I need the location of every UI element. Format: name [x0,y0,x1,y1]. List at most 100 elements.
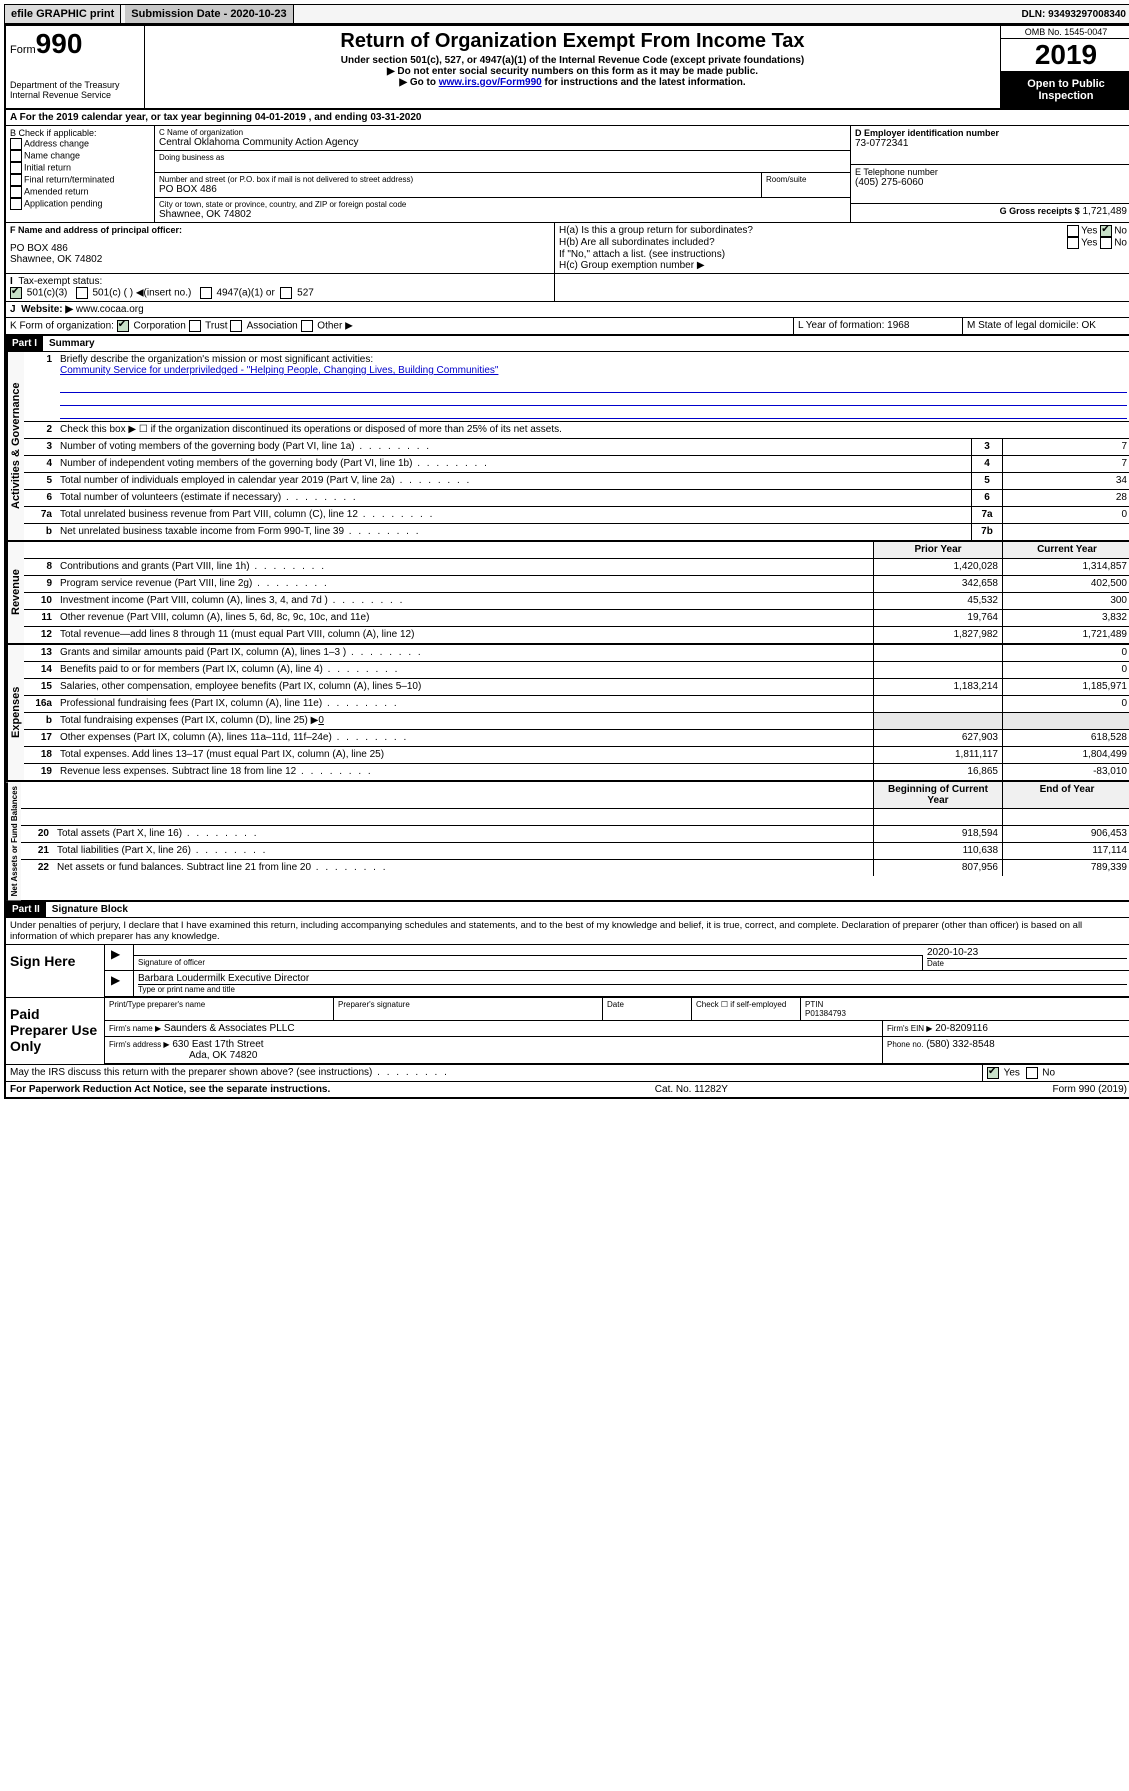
check-association[interactable] [230,320,242,332]
line-20-prior: 918,594 [873,826,1002,842]
submission-date: Submission Date - 2020-10-23 [125,5,293,23]
line-15-text: Salaries, other compensation, employee b… [56,679,873,695]
line-16a-text: Professional fundraising fees (Part IX, … [56,696,873,712]
website-label: Website: ▶ [21,304,73,315]
line-7b-val [1002,524,1129,540]
part-i-title: Summary [43,336,101,351]
omb-number: OMB No. 1545-0047 [1001,26,1129,39]
check-initial-return[interactable] [10,162,22,174]
box-c: C Name of organization Central Oklahoma … [155,126,851,222]
dept-treasury: Department of the Treasury Internal Reve… [10,80,140,100]
prior-year-header: Prior Year [873,542,1002,558]
box-b-label: B Check if applicable: [10,128,150,138]
line-21-prior: 110,638 [873,843,1002,859]
officer-addr1: PO BOX 486 [10,243,550,254]
discuss-yes[interactable] [987,1067,999,1079]
officer-label: F Name and address of principal officer: [10,225,550,235]
check-amended-return[interactable] [10,186,22,198]
check-527[interactable] [280,287,292,299]
self-employed-label: Check ☐ if self-employed [692,998,801,1020]
form-header: Form990 Department of the Treasury Inter… [6,26,1129,110]
line-21-text: Total liabilities (Part X, line 26) [53,843,873,859]
h-b-yes[interactable] [1067,237,1079,249]
l-value: 1968 [887,320,909,331]
h-b-label: H(b) Are all subordinates included? [559,237,715,249]
line-13-text: Grants and similar amounts paid (Part IX… [56,645,873,661]
h-a-yes[interactable] [1067,225,1079,237]
expenses-label: Expenses [6,645,24,780]
org-name: Central Oklahoma Community Action Agency [159,137,846,148]
tax-period: A For the 2019 calendar year, or tax yea… [6,110,1129,126]
check-501c3[interactable] [10,287,22,299]
part-ii-header: Part II Signature Block [6,902,1129,918]
firm-ein-label: Firm's EIN ▶ [887,1024,932,1033]
irs-link[interactable]: www.irs.gov/Form990 [439,77,542,88]
l-label: L Year of formation: [798,320,884,331]
k-label: K Form of organization: [10,321,114,332]
preparer-sig-label: Preparer's signature [334,998,603,1020]
discuss-no[interactable] [1026,1067,1038,1079]
line-16a-curr: 0 [1002,696,1129,712]
firm-addr1: 630 East 17th Street [172,1039,263,1050]
line-10-prior: 45,532 [873,593,1002,609]
h-a-no[interactable] [1100,225,1112,237]
line-19-curr: -83,010 [1002,764,1129,780]
line-10-curr: 300 [1002,593,1129,609]
line-10-text: Investment income (Part VIII, column (A)… [56,593,873,609]
check-trust[interactable] [189,320,201,332]
line-4-val: 7 [1002,456,1129,472]
form-title-block: Return of Organization Exempt From Incom… [145,26,1000,108]
line-4-text: Number of independent voting members of … [56,456,971,472]
line-6-text: Total number of volunteers (estimate if … [56,490,971,506]
line-14-prior [873,662,1002,678]
efile-print-button[interactable]: efile GRAPHIC print [5,5,121,23]
cat-no: Cat. No. 11282Y [655,1084,728,1095]
end-year-header: End of Year [1002,782,1129,808]
sign-here-label: Sign Here [6,945,105,997]
line-21-curr: 117,114 [1002,843,1129,859]
firm-name: Saunders & Associates PLLC [164,1023,295,1034]
check-address-change[interactable] [10,138,22,150]
line-12-curr: 1,721,489 [1002,627,1129,643]
h-b-note: If "No," attach a list. (see instruction… [559,249,1127,260]
sig-officer-label: Signature of officer [134,955,923,970]
line-18-curr: 1,804,499 [1002,747,1129,763]
form-note-2: ▶ Go to www.irs.gov/Form990 for instruct… [149,77,996,88]
line-20-curr: 906,453 [1002,826,1129,842]
org-city: Shawnee, OK 74802 [159,209,846,220]
check-final-return[interactable] [10,174,22,186]
signature-declaration: Under penalties of perjury, I declare th… [6,918,1129,945]
part-ii-title: Signature Block [46,902,134,917]
officer-group-block: F Name and address of principal officer:… [6,223,1129,274]
check-4947[interactable] [200,287,212,299]
line-2-text: Check this box ▶ ☐ if the organization d… [56,422,1129,438]
form-note-1: ▶ Do not enter social security numbers o… [149,66,996,77]
check-other[interactable] [301,320,313,332]
check-name-change[interactable] [10,150,22,162]
form-title: Return of Organization Exempt From Incom… [149,30,996,53]
sig-date-label: Date [927,958,1127,968]
h-b-no[interactable] [1100,237,1112,249]
revenue-label: Revenue [6,542,24,643]
box-h: H(a) Is this a group return for subordin… [555,223,1129,273]
phone-value: (405) 275-6060 [855,177,1127,188]
check-501c[interactable] [76,287,88,299]
line-7a-val: 0 [1002,507,1129,523]
h-a-label: H(a) Is this a group return for subordin… [559,225,753,237]
ptin-value: P01384793 [805,1009,1127,1018]
net-assets-label: Net Assets or Fund Balances [6,782,21,900]
preparer-date-label: Date [603,998,692,1020]
check-corporation[interactable] [117,320,129,332]
check-application-pending[interactable] [10,198,22,210]
box-d-e-g: D Employer identification number 73-0772… [851,126,1129,222]
form-subtitle: Under section 501(c), 527, or 4947(a)(1)… [149,55,996,66]
form-footer: For Paperwork Reduction Act Notice, see … [6,1082,1129,1097]
line-16b-val: 0 [318,715,324,726]
open-public-badge: Open to Public Inspection [1001,72,1129,108]
line-22-text: Net assets or fund balances. Subtract li… [53,860,873,876]
gross-receipts-label: G Gross receipts $ [1000,206,1080,216]
line-3-text: Number of voting members of the governin… [56,439,971,455]
sig-date: 2020-10-23 [927,947,1127,958]
line-1-label: Briefly describe the organization's miss… [60,354,373,365]
form-year-block: OMB No. 1545-0047 2019 Open to Public In… [1000,26,1129,108]
